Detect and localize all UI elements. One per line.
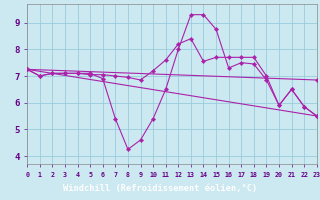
Text: Windchill (Refroidissement éolien,°C): Windchill (Refroidissement éolien,°C) xyxy=(63,184,257,193)
